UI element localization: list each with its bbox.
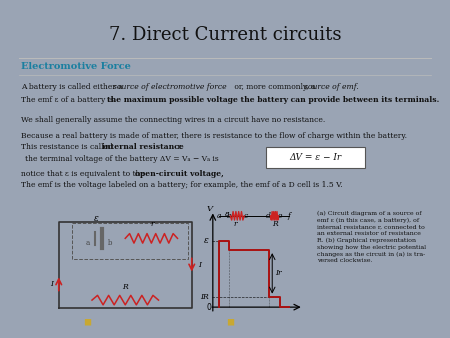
Text: The emf ε of a battery is: The emf ε of a battery is [21,96,116,104]
Text: Electromotive Force: Electromotive Force [21,62,130,71]
Text: R: R [122,283,128,291]
Text: We shall generally assume the connecting wires in a circuit have no resistance.: We shall generally assume the connecting… [21,116,325,124]
Text: A battery is called either a: A battery is called either a [21,82,125,91]
Text: b: b [108,239,112,247]
Text: r: r [150,220,153,228]
Text: b: b [227,212,232,220]
Text: R: R [272,220,278,228]
Text: the maximum possible voltage the battery can provide between its terminals.: the maximum possible voltage the battery… [107,96,440,104]
Text: ΔV = ε − Ir: ΔV = ε − Ir [289,153,341,162]
Text: ε: ε [225,211,230,218]
Text: 7. Direct Current circuits: 7. Direct Current circuits [109,26,341,44]
Text: ◼: ◼ [226,317,234,327]
Text: I: I [198,261,201,269]
Text: IR: IR [200,293,209,300]
Text: or, more commonly, a: or, more commonly, a [232,82,318,91]
Text: the terminal voltage of the battery ΔV = Vₐ − Vₐ is: the terminal voltage of the battery ΔV =… [25,155,218,163]
Text: (a) Circuit diagram of a source of
emf ε (in this case, a battery), of
internal : (a) Circuit diagram of a source of emf ε… [317,211,426,263]
Text: Ir: Ir [275,269,282,277]
Text: The emf is the voltage labeled on a battery; for example, the emf of a D cell is: The emf is the voltage labeled on a batt… [21,182,342,189]
Text: This resistance is called: This resistance is called [21,143,115,151]
Text: ε: ε [204,237,209,245]
Text: open-circuit voltage,: open-circuit voltage, [135,170,224,178]
Text: source of emf.: source of emf. [304,82,359,91]
Text: a: a [85,239,90,247]
Text: 0: 0 [206,303,211,312]
Text: d: d [266,212,271,220]
FancyBboxPatch shape [266,147,364,168]
Text: c: c [243,212,248,220]
Text: Because a real battery is made of matter, there is resistance to the flow of cha: Because a real battery is made of matter… [21,132,407,140]
Text: e: e [278,212,283,220]
Text: internal resistance: internal resistance [103,143,184,151]
Text: source of electromotive force: source of electromotive force [113,82,226,91]
Text: ε: ε [94,214,99,223]
Text: r.: r. [175,143,182,151]
Text: ◼: ◼ [83,317,91,327]
Text: notice that ε is equivalent to the: notice that ε is equivalent to the [21,170,147,178]
Text: a: a [216,212,221,220]
Text: f: f [287,212,290,220]
Text: V: V [207,205,213,213]
Text: I: I [50,280,53,288]
Text: r: r [233,220,237,228]
